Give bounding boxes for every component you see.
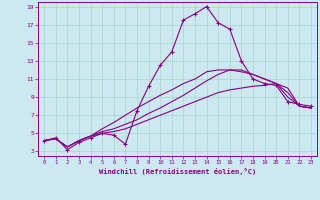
X-axis label: Windchill (Refroidissement éolien,°C): Windchill (Refroidissement éolien,°C) [99, 168, 256, 175]
